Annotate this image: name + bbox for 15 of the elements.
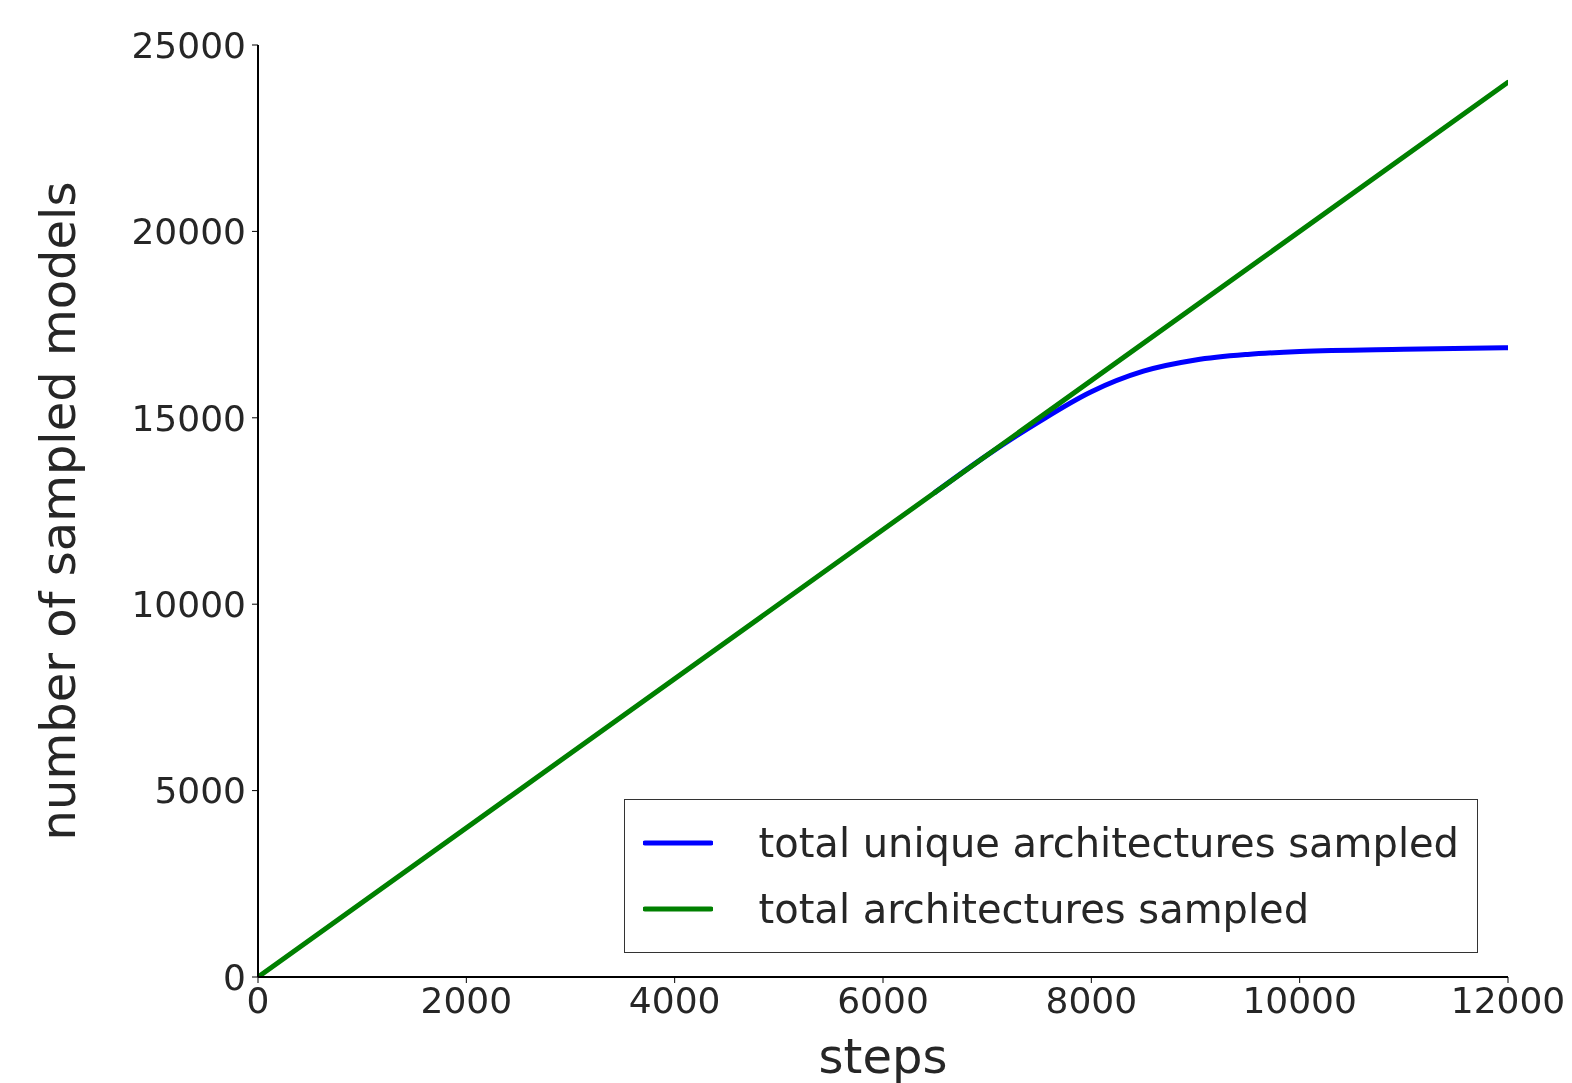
- x-tick-label: 2000: [420, 979, 513, 1021]
- y-tick-label: 10000: [131, 583, 246, 625]
- y-tick-label: 25000: [131, 24, 246, 66]
- x-tick-label: 4000: [628, 979, 721, 1021]
- x-tick-label: 8000: [1045, 979, 1138, 1021]
- y-tick-label: 5000: [154, 770, 246, 812]
- y-tick-label: 20000: [131, 211, 246, 253]
- x-tick-label: 10000: [1242, 979, 1357, 1021]
- x-axis-title: steps: [818, 1028, 948, 1083]
- y-tick-label: 15000: [131, 397, 246, 439]
- y-axis-title: number of sampled models: [30, 181, 87, 841]
- x-tick-label: 12000: [1450, 979, 1566, 1021]
- legend-label: total architectures sampled: [758, 886, 1310, 932]
- x-tick-label: 6000: [837, 979, 929, 1021]
- legend-label: total unique architectures sampled: [758, 820, 1459, 866]
